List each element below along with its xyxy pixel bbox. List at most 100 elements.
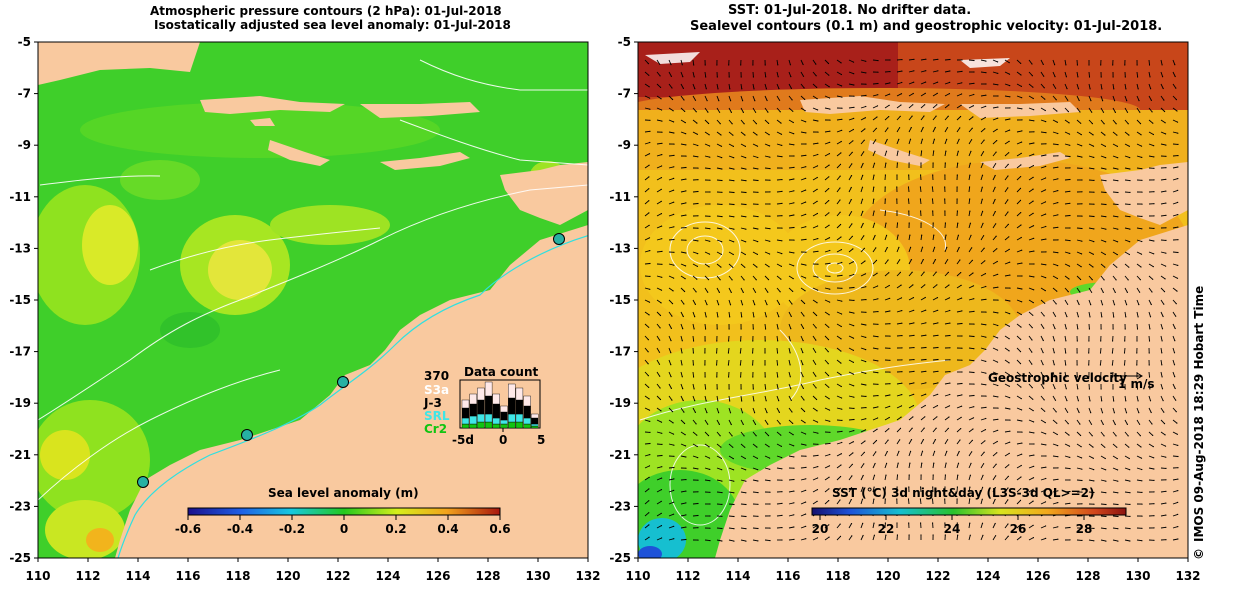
histogram-bar xyxy=(461,407,470,419)
y-tick-label: -5 xyxy=(18,35,31,49)
colorbar-tick: 0.2 xyxy=(385,522,406,536)
y-tick-label: -19 xyxy=(609,396,631,410)
y-tick-label: -25 xyxy=(609,551,631,565)
histogram-bar xyxy=(484,413,493,423)
y-tick-label: -19 xyxy=(9,396,31,410)
histogram-bar xyxy=(492,423,500,429)
right-panel-title: SST: 01-Jul-2018. No drifter data. Seale… xyxy=(690,3,1162,35)
x-tick-label: 112 xyxy=(675,569,700,583)
histogram-bar xyxy=(515,387,524,401)
histogram-bar xyxy=(500,411,508,421)
pressure-contours xyxy=(38,59,588,501)
histogram-bar xyxy=(515,399,524,415)
histogram-bar xyxy=(523,417,531,425)
histogram-bar xyxy=(477,413,485,423)
colorbar-tick: 0.4 xyxy=(437,522,458,536)
x-tick-label: 126 xyxy=(425,569,450,583)
colorbar-tick: 0.6 xyxy=(489,522,510,536)
data-count-max: 370 xyxy=(424,369,449,383)
sst-land xyxy=(715,96,1188,558)
x-tick-label: 110 xyxy=(25,569,50,583)
y-tick-label: -25 xyxy=(9,551,31,565)
y-tick-label: -17 xyxy=(9,345,31,359)
histogram-bar xyxy=(477,421,485,429)
x-tick-label: 130 xyxy=(525,569,550,583)
y-tick-label: -13 xyxy=(609,241,631,255)
sst-map xyxy=(638,42,1188,558)
histogram-bar xyxy=(492,403,500,419)
x-tick-label: 132 xyxy=(1175,569,1200,583)
left-panel-title: Atmospheric pressure contours (2 hPa): 0… xyxy=(150,4,511,32)
depth-contour xyxy=(117,235,588,558)
x-tick-label: 124 xyxy=(375,569,400,583)
y-tick-label: -11 xyxy=(609,190,631,204)
y-tick-label: -17 xyxy=(609,345,631,359)
y-tick-label: -15 xyxy=(9,293,31,307)
credit-label: © IMOS 09-Aug-2018 18:29 Hobart Time xyxy=(1192,286,1206,560)
x-tick-label: 116 xyxy=(175,569,200,583)
x-tick-label: 124 xyxy=(975,569,1000,583)
y-tick-label: -13 xyxy=(9,241,31,255)
x-tick-label: 122 xyxy=(925,569,950,583)
y-tick-label: -23 xyxy=(9,499,31,513)
sla-colorbar: Sea level anomaly (m) -0.6 -0.4 -0.2 0 0.2 0.… xyxy=(175,486,511,536)
histogram-bar xyxy=(484,395,493,415)
histogram-bar xyxy=(477,399,485,415)
histogram-bar xyxy=(508,383,516,399)
colorbar-tick: 26 xyxy=(1010,522,1027,536)
colorbar-tick: 0 xyxy=(340,522,348,536)
right-title-line1: SST: 01-Jul-2018. No drifter data. xyxy=(728,3,972,18)
sealevel-contours xyxy=(639,209,951,526)
hist-tick-5: 5 xyxy=(537,433,545,447)
histogram-bar xyxy=(515,421,524,429)
histogram-bar xyxy=(469,423,477,429)
y-tick-label: -7 xyxy=(18,87,31,101)
colorbar-tick: -0.4 xyxy=(227,522,253,536)
histogram-bar xyxy=(500,405,508,413)
histogram-bar xyxy=(484,421,493,429)
right-title-line2: Sealevel contours (0.1 m) and geostrophi… xyxy=(690,19,1163,34)
y-tick-label: -5 xyxy=(618,35,631,49)
credit-text: IMOS 09-Aug-2018 18:29 Hobart Time xyxy=(1192,285,1206,542)
velocity-arrows xyxy=(644,58,1179,542)
legend-s3a: S3a xyxy=(424,383,449,397)
x-tick-label: 114 xyxy=(125,569,150,583)
sla-land xyxy=(38,42,588,558)
hist-tick-0: 0 xyxy=(499,433,507,447)
histogram-bar xyxy=(531,425,539,429)
histogram-bar xyxy=(477,387,485,401)
axis-ticks: -5 -7 -9 -11 -13 -15 -17 -19 -21 -23 -25 110 112 114 1… xyxy=(9,35,1200,583)
colorbar-tick: 22 xyxy=(878,522,895,536)
hist-tick-neg5: -5d xyxy=(452,433,474,447)
y-tick-label: -21 xyxy=(9,448,31,462)
y-tick-label: -15 xyxy=(609,293,631,307)
histogram-bar xyxy=(461,423,470,429)
colorbar-tick: 28 xyxy=(1076,522,1093,536)
x-tick-label: 114 xyxy=(725,569,750,583)
y-tick-label: -9 xyxy=(18,138,31,152)
x-tick-label: 118 xyxy=(225,569,250,583)
histogram-frame xyxy=(459,379,541,429)
legend-j3: J-3 xyxy=(423,396,442,410)
x-tick-label: 118 xyxy=(825,569,850,583)
copyright-symbol: © xyxy=(1192,548,1206,560)
sla-map xyxy=(38,42,588,558)
sst-colorbar-label: SST (°C) 3d night&day (L3S-3d QL>=2) xyxy=(832,486,1095,500)
histogram-bar xyxy=(531,417,539,425)
colorbar-tick: 20 xyxy=(812,522,829,536)
histogram-bar xyxy=(461,417,470,425)
legend-cr2: Cr2 xyxy=(424,422,447,436)
x-tick-label: 128 xyxy=(1075,569,1100,583)
colorbar-tick: -0.6 xyxy=(175,522,201,536)
histogram-bar xyxy=(523,395,531,407)
y-tick-label: -9 xyxy=(618,138,631,152)
velocity-legend-scale: 1 m/s xyxy=(1118,377,1155,391)
histogram-bar xyxy=(500,423,508,429)
histogram-bar xyxy=(523,423,531,429)
data-count-inset: Data count 370 S3a J-3 SRL Cr2 -5d 0 5 xyxy=(423,365,545,447)
colorbar-tick: -0.2 xyxy=(279,522,305,536)
velocity-legend: Geostrophic velocity 1 m/s xyxy=(988,371,1155,391)
histogram-bar xyxy=(492,393,500,405)
histogram-bars xyxy=(461,381,539,429)
y-tick-label: -23 xyxy=(609,499,631,513)
